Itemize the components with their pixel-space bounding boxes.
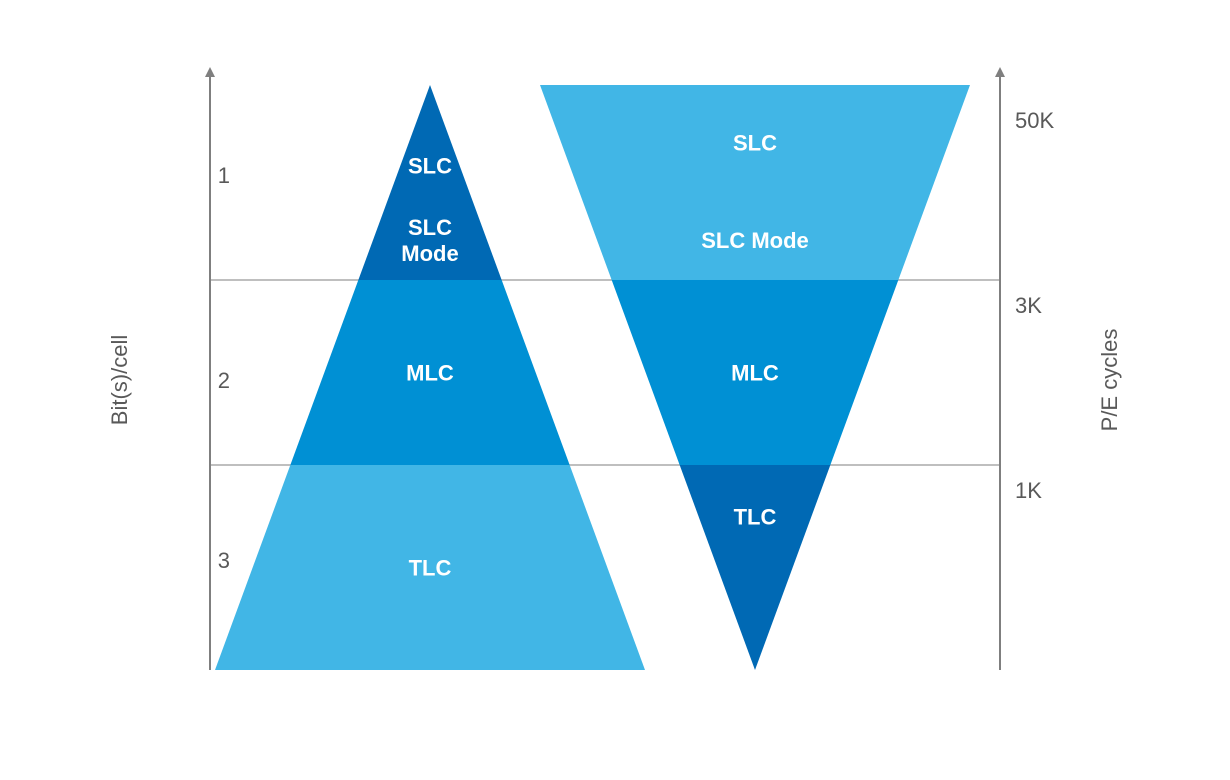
right-tri-label-3-0: TLC [734,504,777,529]
left-tri-label-3-0: TLC [409,556,452,581]
left-tri-label-1-1: Mode [401,241,458,266]
right-tri-label-1-0: SLC Mode [701,228,809,253]
right-tri-label-2-0: MLC [731,361,779,386]
left-tri-label-2-0: MLC [406,361,454,386]
diagram-svg: SLCSLCModeMLCTLCSLCSLC ModeMLCTLC [0,0,1230,780]
left-tri-band-1 [358,200,501,280]
right-tri-label-0-0: SLC [733,131,777,156]
left-tri-label-0-0: SLC [408,154,452,179]
left-tri-label-1-0: SLC [408,215,452,240]
right-tri-band-3 [680,465,831,670]
left-tri-band-0 [388,85,473,200]
